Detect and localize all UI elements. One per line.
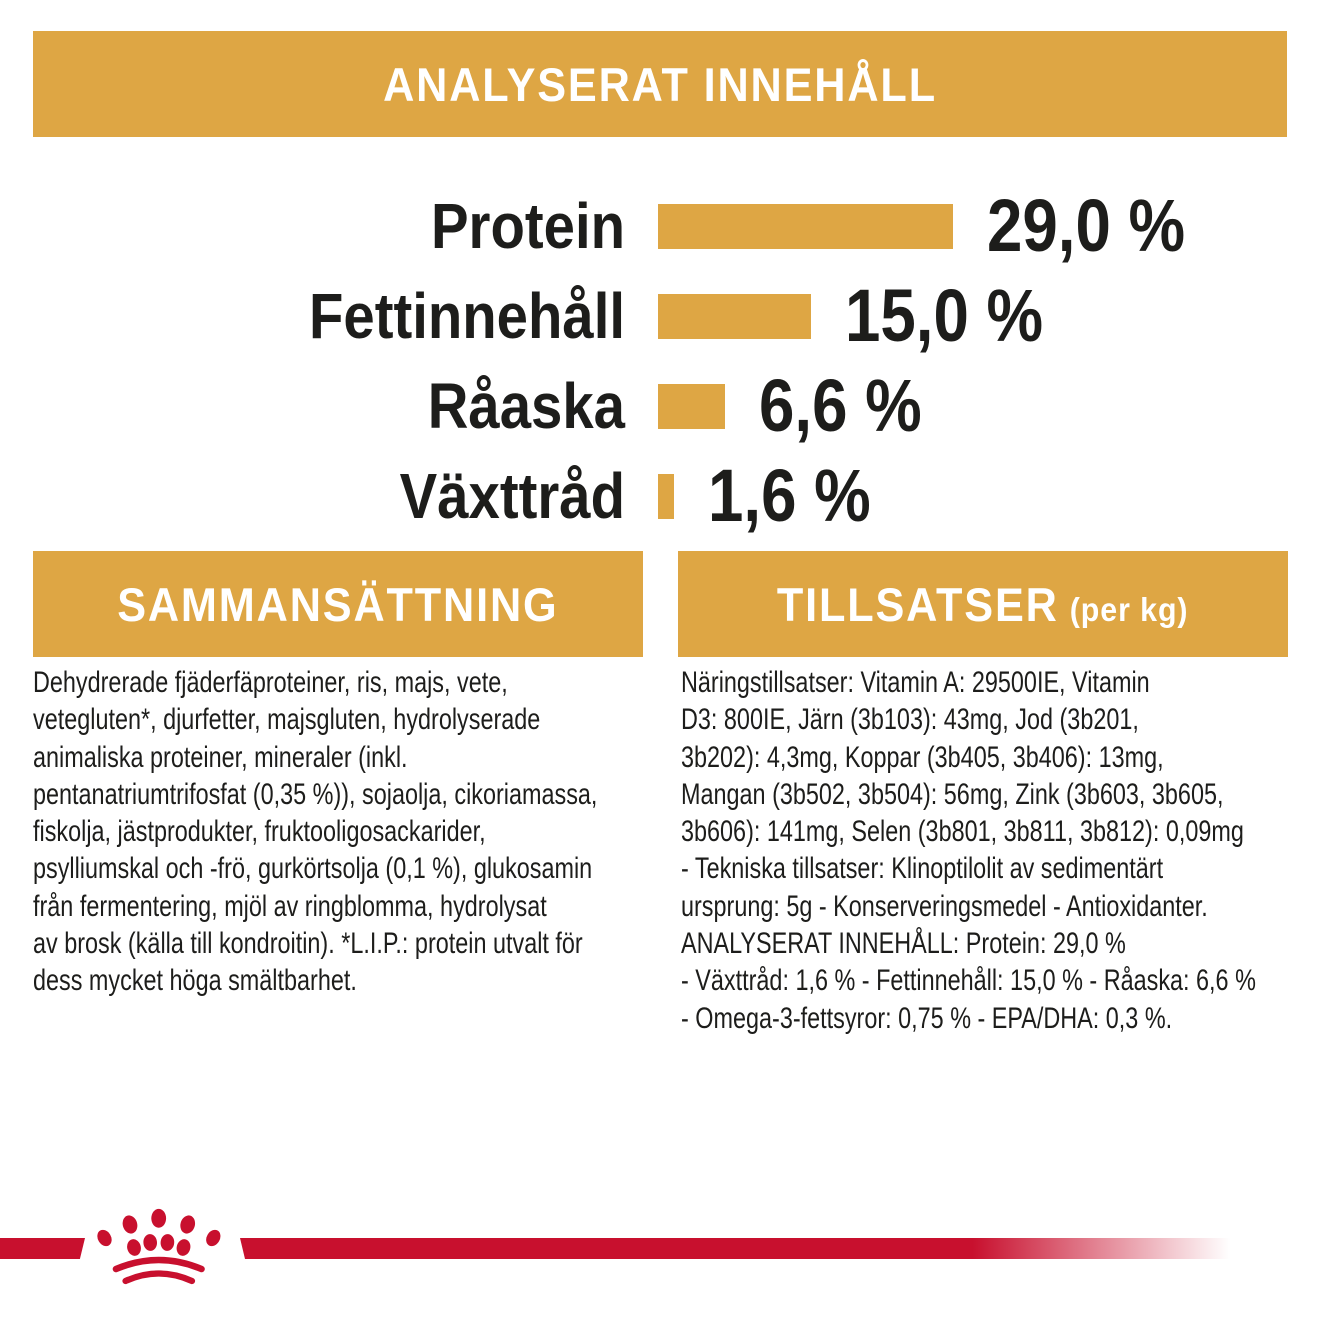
- chart-bar: [658, 293, 811, 339]
- chart-value-label: 15,0 %: [844, 274, 1043, 357]
- chart-bar: [658, 383, 726, 429]
- footer-stripe-left: [0, 1238, 85, 1259]
- additives-title: TILLSATSER (per kg): [777, 577, 1189, 631]
- chart-value-label: 6,6 %: [759, 364, 922, 447]
- nutrition-bar-chart: Protein 29,0 % Fettinnehåll 15,0 % Råask…: [0, 181, 1320, 541]
- chart-bar: [658, 203, 953, 249]
- chart-value-label: 29,0 %: [987, 184, 1186, 267]
- chart-row-fibre: Växttråd 1,6 %: [0, 451, 1320, 541]
- chart-category-label: Växttråd: [399, 460, 625, 532]
- composition-banner: SAMMANSÄTTNING: [33, 551, 643, 657]
- additives-text: Näringstillsatser: Vitamin A: 29500IE, V…: [681, 666, 1256, 1035]
- chart-row-protein: Protein 29,0 %: [0, 181, 1320, 271]
- chart-category-label: Råaska: [427, 370, 625, 442]
- royal-canin-crown-icon: [97, 1208, 221, 1285]
- chart-value-label: 1,6 %: [708, 454, 872, 537]
- chart-category-label: Fettinnehåll: [308, 280, 625, 352]
- composition-title: SAMMANSÄTTNING: [117, 577, 559, 631]
- composition-text: Dehydrerade fjäderfäproteiner, ris, majs…: [33, 666, 598, 998]
- chart-row-fat: Fettinnehåll 15,0 %: [0, 271, 1320, 361]
- analyzed-content-banner: ANALYSERAT INNEHÅLL: [33, 31, 1287, 137]
- footer-stripe-right: [240, 1238, 1230, 1259]
- chart-row-ash: Råaska 6,6 %: [0, 361, 1320, 451]
- additives-title-suffix: (per kg): [1070, 590, 1189, 628]
- analyzed-content-title: ANALYSERAT INNEHÅLL: [383, 57, 937, 111]
- additives-banner: TILLSATSER (per kg): [678, 551, 1288, 657]
- chart-category-label: Protein: [430, 190, 625, 262]
- chart-bar: [658, 473, 675, 519]
